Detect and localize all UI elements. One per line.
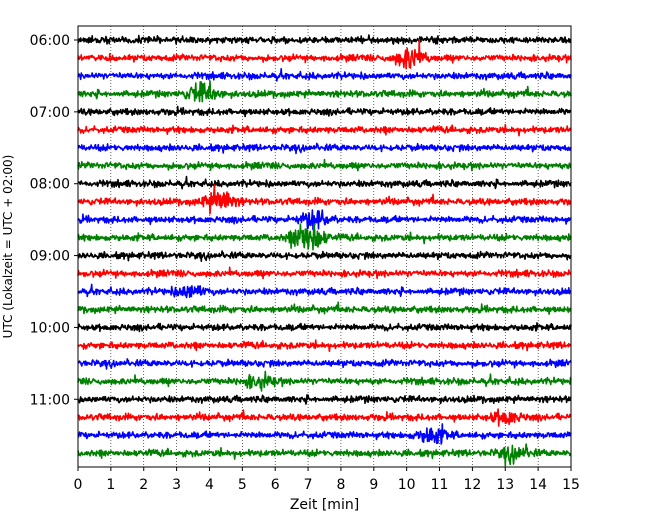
x-tick-label: 13 (496, 477, 514, 493)
seismic-trace (77, 80, 572, 103)
x-tick-label: 4 (205, 477, 214, 493)
y-tick-label: 10:00 (30, 320, 70, 336)
x-tick-label: 11 (431, 477, 449, 493)
x-tick-label: 8 (336, 477, 345, 493)
y-tick-label: 09:00 (30, 249, 70, 265)
seismic-trace (77, 175, 572, 190)
seismic-trace (77, 250, 572, 262)
y-tick-label: 07:00 (30, 105, 70, 121)
x-tick-label: 3 (172, 477, 181, 493)
x-tick-label: 10 (398, 477, 416, 493)
x-tick-label: 14 (529, 477, 547, 493)
seismic-trace (77, 339, 572, 353)
seismic-trace (77, 443, 572, 467)
seismic-trace (77, 184, 572, 215)
y-tick-label: 08:00 (30, 177, 70, 193)
x-axis-ticks: 0 1 2 3 4 5 6 7 8 9 10 11 12 13 14 15 (74, 467, 580, 493)
seismic-trace (77, 158, 572, 172)
seismic-trace (77, 123, 572, 137)
x-tick-label: 2 (139, 477, 148, 493)
seismic-trace (77, 223, 572, 251)
seismic-trace (77, 423, 572, 445)
seismic-trace (77, 34, 572, 45)
x-axis-label: Zeit [min] (290, 497, 359, 513)
seismic-trace (77, 266, 572, 280)
seismic-trace (77, 301, 572, 315)
seismic-trace (77, 209, 572, 231)
x-tick-label: 7 (304, 477, 313, 493)
x-tick-label: 12 (463, 477, 481, 493)
traces (77, 34, 572, 467)
seismic-trace (77, 142, 572, 155)
x-tick-label: 1 (106, 477, 115, 493)
y-axis-ticks: 06:00 07:00 08:00 09:00 10:00 11:00 (30, 33, 78, 408)
seismic-trace (77, 358, 572, 370)
y-tick-label: 11:00 (30, 392, 70, 408)
plot-frame (77, 25, 572, 468)
y-tick-label: 06:00 (30, 33, 70, 49)
seismic-trace (77, 283, 572, 299)
x-tick-label: 15 (562, 477, 580, 493)
seismic-trace (77, 105, 572, 118)
seismic-trace (77, 38, 572, 70)
x-tick-label: 6 (271, 477, 280, 493)
seismic-trace (77, 322, 572, 333)
y-axis-label: UTC (Lokalzeit = UTC + 02:00) (1, 155, 15, 339)
x-tick-label: 9 (369, 477, 378, 493)
seismic-trace (77, 370, 572, 392)
x-tick-label: 5 (238, 477, 247, 493)
x-tick-label: 0 (74, 477, 83, 493)
seismic-trace (77, 408, 572, 427)
seismic-trace (77, 68, 572, 82)
seismic-trace (77, 394, 572, 405)
